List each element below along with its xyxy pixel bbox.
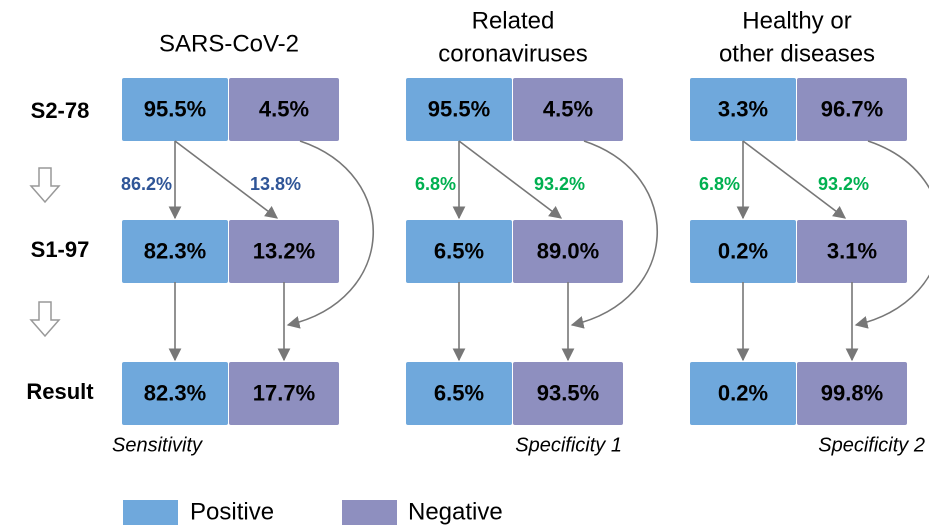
result-box (513, 220, 623, 283)
result-box (797, 220, 907, 283)
result-box (690, 362, 796, 425)
box-value: 82.3% (144, 380, 206, 405)
column-footer: Specificity 1 (515, 434, 622, 456)
box-value: 96.7% (821, 96, 883, 121)
transition-label: 93.2% (534, 174, 585, 194)
legend-swatch (123, 500, 178, 525)
transition-label: 13.8% (250, 174, 301, 194)
legend-label: Negative (408, 498, 503, 525)
flow-arrow (286, 140, 375, 329)
result-box (229, 78, 339, 141)
result-box (513, 78, 623, 141)
column-footer: Specificity 2 (818, 434, 925, 456)
result-box (406, 220, 512, 283)
flow-arrow (742, 140, 847, 219)
result-box (122, 78, 228, 141)
result-box (229, 362, 339, 425)
box-value: 95.5% (428, 96, 490, 121)
row-label: Result (26, 379, 94, 404)
result-box (122, 362, 228, 425)
flow-arrow (854, 140, 929, 329)
box-value: 6.5% (434, 380, 484, 405)
result-box (406, 78, 512, 141)
box-value: 3.3% (718, 96, 768, 121)
transition-label: 93.2% (818, 174, 869, 194)
box-value: 6.5% (434, 238, 484, 263)
box-value: 3.1% (827, 238, 877, 263)
transition-label: 86.2% (121, 174, 172, 194)
result-box (122, 220, 228, 283)
column-title: Healthy or (742, 7, 851, 34)
box-value: 4.5% (259, 96, 309, 121)
column-footer: Sensitivity (112, 434, 203, 456)
result-box (229, 220, 339, 283)
transition-label: 6.8% (699, 174, 740, 194)
box-value: 93.5% (537, 380, 599, 405)
column-title: Related (472, 7, 555, 34)
box-value: 95.5% (144, 96, 206, 121)
box-value: 0.2% (718, 380, 768, 405)
box-value: 13.2% (253, 238, 315, 263)
flow-arrow (570, 140, 659, 329)
result-box (797, 362, 907, 425)
flow-arrow (458, 140, 563, 219)
step-arrow (29, 301, 61, 338)
result-box (690, 220, 796, 283)
result-box (513, 362, 623, 425)
box-value: 0.2% (718, 238, 768, 263)
step-arrow (29, 167, 61, 204)
result-box (406, 362, 512, 425)
column-title: coronaviruses (438, 40, 587, 67)
column-title: other diseases (719, 40, 875, 67)
box-value: 17.7% (253, 380, 315, 405)
flow-arrow (174, 140, 279, 219)
column-title: SARS-CoV-2 (159, 30, 299, 57)
row-label: S1-97 (31, 237, 90, 262)
box-value: 82.3% (144, 238, 206, 263)
legend-label: Positive (190, 498, 274, 525)
row-label: S2-78 (31, 98, 90, 123)
legend-swatch (342, 500, 397, 525)
box-value: 4.5% (543, 96, 593, 121)
result-box (690, 78, 796, 141)
transition-label: 6.8% (415, 174, 456, 194)
result-box (797, 78, 907, 141)
box-value: 99.8% (821, 380, 883, 405)
box-value: 89.0% (537, 238, 599, 263)
